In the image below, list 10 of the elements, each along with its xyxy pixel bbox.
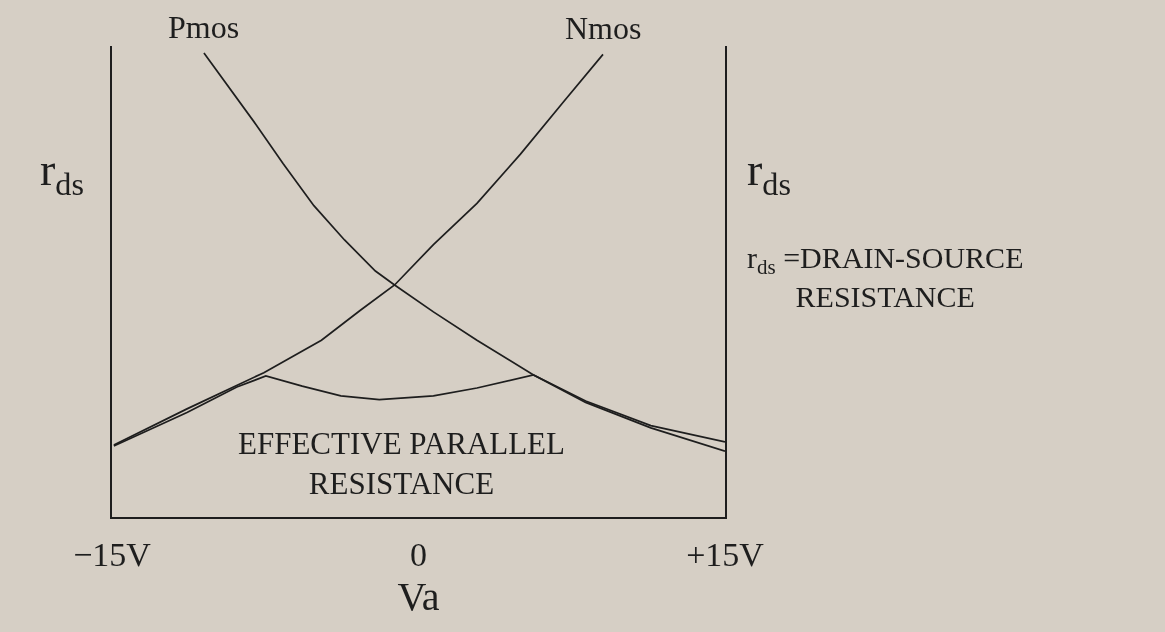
series-label: Nmos [565,10,642,46]
y-axis-title: r$_{ds}$ [40,144,84,202]
x-tick-label: −15V [73,535,152,573]
series-label: Pmos [168,9,240,45]
y2-axis-title: r$_{ds}$ [747,144,791,202]
x-tick-label: 0 [410,535,427,573]
annotation: r$_{ds}$ =DRAIN-SOURCE RESISTANCE [747,241,1024,313]
series-label: EFFECTIVE PARALLEL RESISTANCE [238,426,565,502]
x-axis-title: Va [397,573,440,619]
x-tick-label: +15V [686,535,765,573]
